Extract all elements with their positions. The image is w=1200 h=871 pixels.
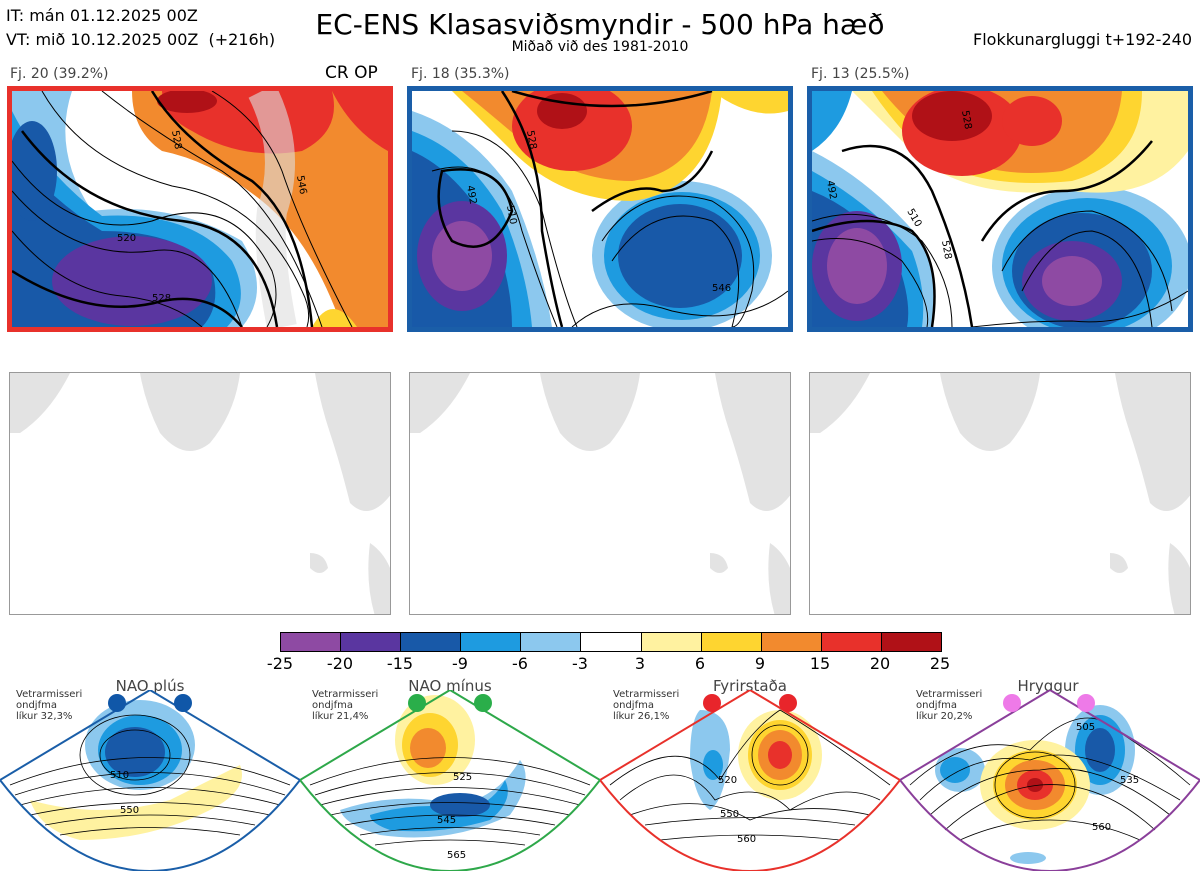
contour-label: 546 — [294, 175, 308, 196]
contour-label: 510 — [504, 205, 518, 226]
colorbar-swatch — [521, 633, 582, 651]
colorbar-swatch — [581, 633, 642, 651]
regime-nao-minus-note: Vetrarmisseri ondjfma líkur 21,4% — [312, 689, 379, 722]
regime-blocking-dot — [779, 694, 797, 712]
regime-nao-plus-note: Vetrarmisseri ondjfma líkur 32,3% — [16, 689, 83, 722]
colorbar-tick: 3 — [634, 654, 646, 673]
regime-nao-plus-map: 510 550 — [0, 690, 300, 871]
classification-window: Flokkunargluggi t+192-240 — [973, 30, 1192, 49]
contour-label: 528 — [152, 293, 171, 304]
cluster-2-label: Fj. 18 (35.3%) — [411, 66, 510, 82]
colorbar-swatch — [401, 633, 462, 651]
colorbar-tick: 20 — [869, 654, 891, 673]
base-map-1 — [9, 372, 391, 615]
regime-nao-minus-dot — [474, 694, 492, 712]
colorbar-swatch — [701, 633, 762, 651]
contour-label: 550 — [120, 805, 139, 816]
cluster-1-map: 528 546 520 528 — [7, 86, 393, 332]
contour-label: 545 — [437, 815, 456, 826]
contour-label: 550 — [720, 809, 739, 820]
page-subtitle: Miðað við des 1981-2010 — [511, 39, 689, 55]
regime-blocking-map: 520 550 560 — [600, 690, 900, 871]
colorbar-tick: -15 — [386, 654, 414, 673]
colorbar-tick: -25 — [266, 654, 294, 673]
colorbar-swatch — [761, 633, 822, 651]
regime-nao-minus-dot — [408, 694, 426, 712]
regime-ridge-title: Hryggur — [1017, 677, 1079, 695]
colorbar-tick: 6 — [694, 654, 706, 673]
colorbar-tick: -20 — [326, 654, 354, 673]
colorbar-swatch — [641, 633, 702, 651]
colorbar-swatch — [281, 633, 342, 651]
cluster-2-map: 492 510 528 546 — [407, 86, 793, 332]
regime-blocking-title: Fyrirstaða — [713, 677, 787, 695]
colorbar-tick: 25 — [929, 654, 951, 673]
colorbar-swatch — [341, 633, 402, 651]
contour-label: 525 — [453, 772, 472, 783]
contour-label: 560 — [737, 834, 756, 845]
initial-time: IT: mán 01.12.2025 00Z — [6, 6, 198, 25]
contour-label: 505 — [1076, 722, 1095, 733]
colorbar-tick: -6 — [512, 654, 528, 673]
regime-ridge-dot — [1003, 694, 1021, 712]
contour-label: 528 — [524, 130, 538, 151]
page-title: EC-ENS Klasasviðsmyndir - 500 hPa hæð — [315, 8, 885, 41]
contour-label: 560 — [1092, 822, 1111, 833]
regime-nao-minus-map: 525 545 565 — [300, 690, 600, 871]
contour-label: 510 — [110, 770, 129, 781]
valid-time: VT: mið 10.12.2025 00Z (+216h) — [6, 30, 276, 49]
contour-label: 492 — [824, 180, 838, 201]
cluster-3-label: Fj. 13 (25.5%) — [811, 66, 910, 82]
cluster-1-tag: CR OP — [325, 63, 378, 83]
contour-label: 565 — [447, 850, 466, 861]
contour-label: 535 — [1120, 775, 1139, 786]
cluster-3-map: 528 510 528 492 — [807, 86, 1193, 332]
colorbar-tick: -3 — [572, 654, 588, 673]
cluster-1-label: Fj. 20 (39.2%) — [10, 66, 109, 82]
contour-label: 546 — [712, 283, 731, 294]
contour-label: 492 — [464, 185, 478, 206]
contour-label: 528 — [959, 110, 973, 131]
regime-blocking-dot — [703, 694, 721, 712]
base-map-3 — [809, 372, 1191, 615]
regime-ridge-dot — [1077, 694, 1095, 712]
header-info: IT: mán 01.12.2025 00Z VT: mið 10.12.202… — [6, 4, 275, 52]
colorbar-swatch — [881, 633, 942, 651]
base-map-2 — [409, 372, 791, 615]
contour-label: 528 — [169, 130, 183, 151]
contour-label: 520 — [718, 775, 737, 786]
colorbar-tick: 15 — [809, 654, 831, 673]
colorbar-tick: 9 — [754, 654, 766, 673]
colorbar-tick: -9 — [452, 654, 468, 673]
regime-ridge-note: Vetrarmisseri ondjfma líkur 20,2% — [916, 689, 983, 722]
regime-nao-plus-title: NAO plús — [115, 677, 185, 695]
regime-ridge-map: 505 535 560 — [900, 690, 1200, 871]
colorbar — [280, 632, 942, 652]
contour-label: 528 — [939, 240, 953, 261]
regime-nao-plus-dot — [108, 694, 126, 712]
contour-label: 520 — [117, 233, 136, 244]
colorbar-swatch — [821, 633, 882, 651]
regime-nao-minus-title: NAO mínus — [408, 677, 492, 695]
regime-nao-plus-dot — [174, 694, 192, 712]
colorbar-swatch — [461, 633, 522, 651]
regime-blocking-note: Vetrarmisseri ondjfma líkur 26,1% — [613, 689, 680, 722]
